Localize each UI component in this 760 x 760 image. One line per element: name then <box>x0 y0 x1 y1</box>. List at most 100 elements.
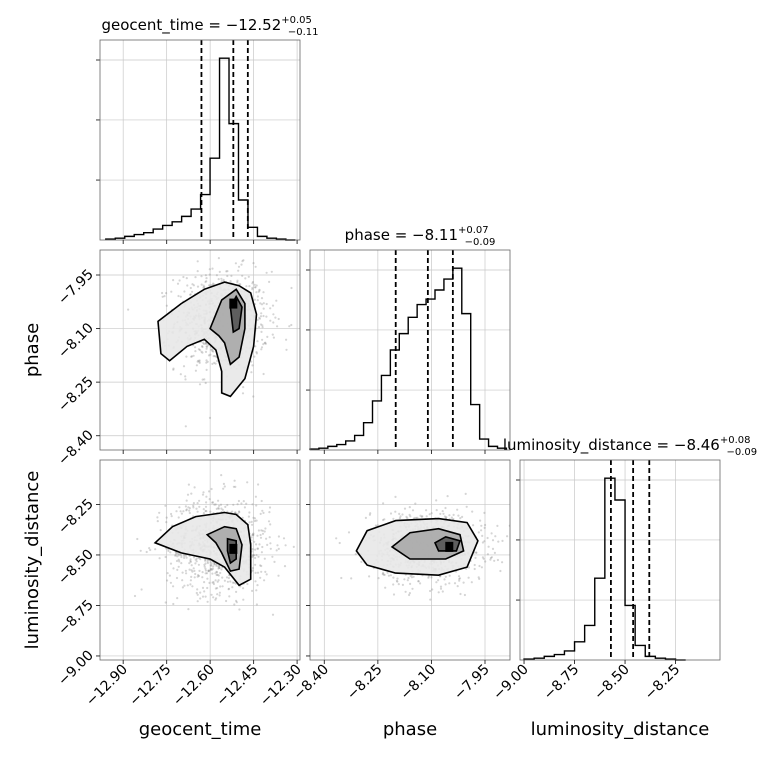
scatter-point <box>435 509 438 512</box>
scatter-point <box>251 523 254 526</box>
scatter-point <box>382 518 385 522</box>
scatter-point <box>194 350 197 353</box>
scatter-point <box>185 499 188 502</box>
contour-level-0 <box>355 517 479 577</box>
contour-level-1 <box>209 288 246 366</box>
scatter-point <box>392 517 395 521</box>
scatter-point <box>394 510 397 513</box>
scatter-point <box>252 395 255 398</box>
scatter-point <box>203 581 206 584</box>
scatter-point <box>382 573 385 576</box>
scatter-point <box>133 594 137 598</box>
scatter-point <box>176 282 180 285</box>
scatter-point <box>487 545 490 548</box>
scatter-point <box>458 577 461 581</box>
scatter-point <box>192 567 195 570</box>
scatter-point <box>257 529 260 532</box>
scatter-point <box>284 544 287 547</box>
scatter-point <box>203 378 206 381</box>
scatter-point <box>272 313 275 316</box>
scatter-point <box>396 577 399 580</box>
scatter-point <box>169 562 173 565</box>
scatter-point <box>234 485 237 488</box>
title-median: phase = −8.11 <box>345 226 458 244</box>
scatter-point <box>237 265 241 268</box>
scatter-point <box>431 588 434 591</box>
scatter-point <box>240 502 243 505</box>
scatter-point <box>220 474 223 477</box>
scatter-point <box>381 572 384 576</box>
scatter-point <box>172 279 175 282</box>
scatter-point <box>204 274 207 277</box>
x-tick-label-luminosity_distance: −8.25 <box>642 662 684 704</box>
scatter-point <box>187 608 190 611</box>
scatter-point <box>401 513 404 516</box>
scatter-point <box>181 586 184 589</box>
scatter-point <box>442 512 445 515</box>
scatter-point <box>196 588 199 591</box>
scatter-point <box>251 554 254 557</box>
scatter-point <box>448 574 451 577</box>
scatter-point <box>277 535 280 538</box>
scatter-point <box>217 506 220 509</box>
panel-background <box>100 250 300 450</box>
scatter-point <box>420 515 423 518</box>
scatter-point <box>204 505 208 508</box>
scatter-point <box>251 589 254 593</box>
scatter-point <box>252 533 255 537</box>
scatter-point <box>496 558 499 562</box>
scatter-point <box>196 270 199 273</box>
scatter-point <box>237 499 240 503</box>
scatter-point <box>261 324 264 327</box>
scatter-point <box>212 565 215 568</box>
scatter-point <box>172 585 175 588</box>
scatter-point <box>185 277 188 280</box>
scatter-point <box>205 572 209 575</box>
scatter-point <box>275 299 278 302</box>
scatter-point <box>411 587 414 590</box>
scatter-point <box>285 348 288 351</box>
scatter-point <box>204 595 207 598</box>
scatter-point <box>167 549 170 553</box>
y-tick-label-luminosity_distance: −8.50 <box>55 546 97 588</box>
scatter-point <box>180 555 183 559</box>
scatter-point <box>239 283 242 286</box>
scatter-point <box>277 317 280 321</box>
scatter-point <box>258 317 261 320</box>
scatter-point <box>435 581 438 584</box>
scatter-point <box>250 520 253 524</box>
scatter-point <box>176 568 179 572</box>
scatter-point <box>456 585 459 588</box>
scatter-point <box>242 587 245 590</box>
scatter-point <box>236 503 239 506</box>
scatter-point <box>209 564 212 567</box>
scatter-point <box>456 508 459 511</box>
scatter-point <box>197 574 201 578</box>
scatter-point <box>408 593 411 597</box>
scatter-point <box>185 556 188 559</box>
scatter-point <box>201 345 204 349</box>
scatter-point <box>251 288 254 291</box>
scatter-point <box>413 516 416 520</box>
scatter-point <box>164 555 167 559</box>
scatter-point <box>271 333 274 336</box>
scatter-point <box>186 493 190 496</box>
panel-background <box>520 460 720 660</box>
scatter-point <box>285 338 288 341</box>
scatter-point <box>251 286 254 289</box>
scatter-point <box>175 552 178 555</box>
scatter-point <box>250 536 253 539</box>
scatter-point <box>193 486 196 489</box>
scatter-point <box>232 485 235 488</box>
histogram-steps <box>309 267 508 450</box>
x-axis-label-geocent_time: geocent_time <box>139 719 262 740</box>
scatter-point <box>259 302 262 305</box>
scatter-point <box>177 516 180 519</box>
scatter-point <box>225 576 229 579</box>
scatter-point <box>481 541 484 544</box>
scatter-point <box>190 355 193 358</box>
scatter-point <box>491 539 495 542</box>
histogram-panel-phase: phase = −8.11+0.07 −0.09 <box>306 225 511 454</box>
scatter-point <box>251 569 254 572</box>
scatter-point <box>197 348 200 351</box>
